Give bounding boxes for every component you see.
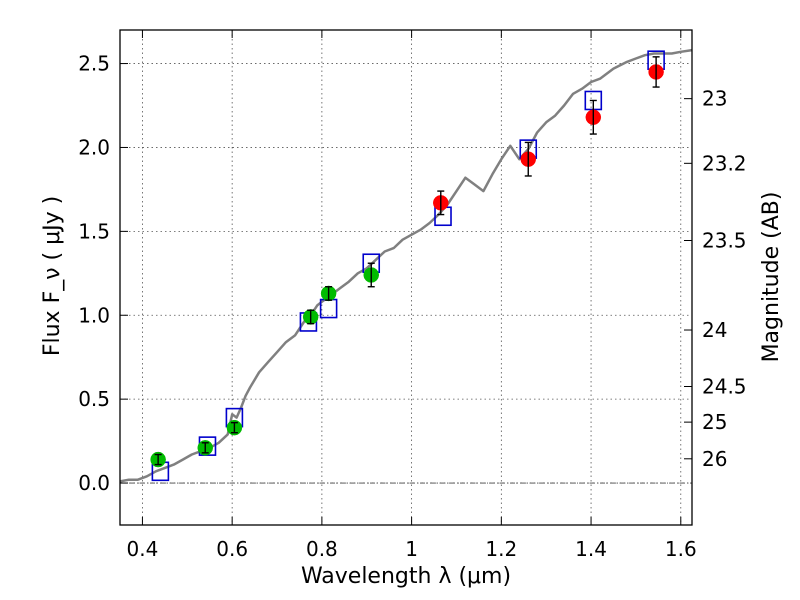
y2-axis-label: Magnitude (AB) <box>759 192 784 363</box>
x-axis-label: Wavelength λ (μm) <box>301 564 511 589</box>
y-tick-label: 1.0 <box>78 303 110 327</box>
plot-frame <box>119 29 693 526</box>
x-tick-label: 0.4 <box>127 537 159 561</box>
magnitude-tick-label: 23.5 <box>702 229 747 253</box>
tick-marks <box>120 30 692 525</box>
magnitude-tick-label: 23 <box>702 87 727 111</box>
spectrum-line <box>119 48 693 483</box>
y-tick-label: 0.5 <box>78 387 110 411</box>
y-tick-label: 1.5 <box>78 219 110 243</box>
y-axis-label: Flux F_ν ( μJy ) <box>40 196 65 356</box>
magnitude-tick-label: 23.2 <box>702 151 747 175</box>
y-tick-label: 0.0 <box>78 471 110 495</box>
model-spectrum <box>119 48 693 483</box>
grid-lines <box>120 30 692 525</box>
x-tick-label: 1.6 <box>665 537 697 561</box>
x-tick-label: 0.8 <box>306 537 338 561</box>
x-tick-label: 0.6 <box>216 537 248 561</box>
y-tick-labels: 0.0 0.5 1.0 1.5 2.0 2.5 <box>78 52 110 495</box>
x-tick-labels: 0.4 0.6 0.8 1 1.2 1.4 1.6 <box>127 537 697 561</box>
magnitude-tick-label: 26 <box>702 447 727 471</box>
x-tick-label: 1.4 <box>575 537 607 561</box>
x-tick-label: 1.2 <box>485 537 517 561</box>
photometry-points <box>150 64 664 468</box>
magnitude-tick-label: 24 <box>702 318 727 342</box>
magnitude-tick-label: 25 <box>702 410 727 434</box>
magnitude-tick-label: 24.5 <box>702 374 747 398</box>
y-tick-label: 2.5 <box>78 52 110 76</box>
x-tick-label: 1 <box>405 537 418 561</box>
y-tick-label: 2.0 <box>78 135 110 159</box>
error-bars <box>154 56 660 466</box>
magnitude-tick-labels: 23 23.2 23.5 24 24.5 25 26 <box>702 87 747 471</box>
